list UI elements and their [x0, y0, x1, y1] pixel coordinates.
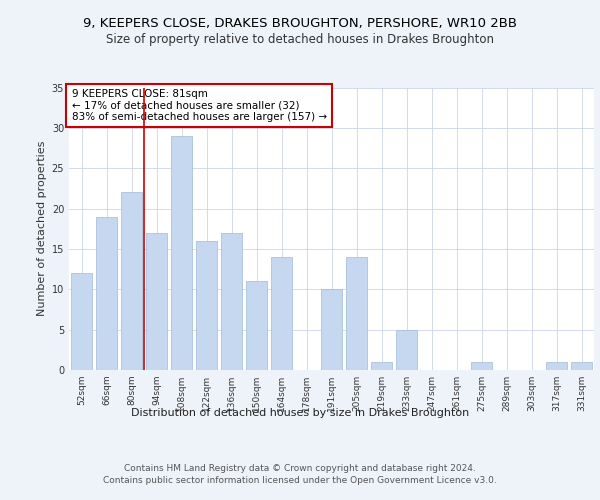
- Bar: [571, 362, 592, 370]
- Bar: [96, 216, 117, 370]
- Bar: [221, 233, 242, 370]
- Text: Contains HM Land Registry data © Crown copyright and database right 2024.: Contains HM Land Registry data © Crown c…: [124, 464, 476, 473]
- Bar: [196, 241, 217, 370]
- Y-axis label: Number of detached properties: Number of detached properties: [37, 141, 47, 316]
- Bar: [246, 281, 267, 370]
- Text: Size of property relative to detached houses in Drakes Broughton: Size of property relative to detached ho…: [106, 32, 494, 46]
- Bar: [171, 136, 192, 370]
- Text: 9 KEEPERS CLOSE: 81sqm
← 17% of detached houses are smaller (32)
83% of semi-det: 9 KEEPERS CLOSE: 81sqm ← 17% of detached…: [71, 89, 327, 122]
- Bar: [371, 362, 392, 370]
- Text: 9, KEEPERS CLOSE, DRAKES BROUGHTON, PERSHORE, WR10 2BB: 9, KEEPERS CLOSE, DRAKES BROUGHTON, PERS…: [83, 18, 517, 30]
- Text: Contains public sector information licensed under the Open Government Licence v3: Contains public sector information licen…: [103, 476, 497, 485]
- Bar: [396, 330, 417, 370]
- Bar: [121, 192, 142, 370]
- Bar: [271, 257, 292, 370]
- Bar: [471, 362, 492, 370]
- Bar: [346, 257, 367, 370]
- Bar: [71, 273, 92, 370]
- Bar: [546, 362, 567, 370]
- Bar: [146, 233, 167, 370]
- Bar: [321, 290, 342, 370]
- Text: Distribution of detached houses by size in Drakes Broughton: Distribution of detached houses by size …: [131, 408, 469, 418]
